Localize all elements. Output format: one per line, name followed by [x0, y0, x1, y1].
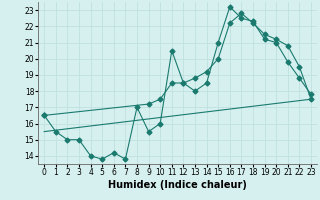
X-axis label: Humidex (Indice chaleur): Humidex (Indice chaleur) [108, 180, 247, 190]
